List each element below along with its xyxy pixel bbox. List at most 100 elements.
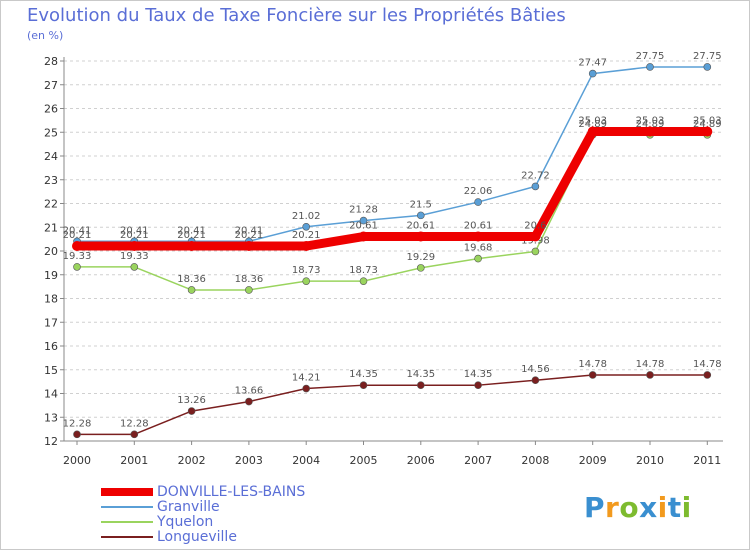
series-line-granville: [77, 66, 708, 243]
y-tick-label: 25: [44, 126, 58, 139]
point-longueville: [474, 381, 482, 389]
point-donville-les-bains: [415, 231, 426, 242]
data-label-longueville: 14.35: [349, 369, 378, 380]
data-label-granville: 27.75: [636, 51, 665, 62]
legend-label-yquelon: Yquelon: [157, 514, 214, 530]
point-longueville: [646, 371, 654, 379]
point-donville-les-bains: [645, 126, 655, 137]
y-tick-label: 23: [44, 174, 58, 187]
y-tick-label: 14: [44, 388, 58, 401]
chart-subtitle: (en %): [27, 29, 64, 42]
data-label-yquelon: 24.89: [693, 119, 722, 130]
data-label-donville-les-bains: 20.21: [177, 230, 206, 241]
data-label-donville-les-bains: 20.61: [464, 221, 493, 232]
data-label-donville-les-bains: 25.03: [636, 116, 665, 127]
data-label-yquelon: 18.36: [177, 274, 206, 285]
data-label-longueville: 14.21: [292, 373, 321, 384]
point-longueville: [187, 407, 196, 415]
data-label-donville-les-bains: 25.03: [693, 116, 722, 127]
series-line-longueville: [77, 374, 708, 436]
point-donville-les-bains: [358, 231, 369, 242]
y-tick-label: 12: [44, 435, 58, 448]
brand-logo: Proxiti: [584, 491, 692, 524]
brand-letter: P: [584, 491, 606, 524]
data-label-yquelon: 18.36: [235, 274, 264, 285]
point-yquelon: [416, 264, 425, 272]
point-longueville: [245, 397, 253, 406]
point-yquelon: [474, 254, 482, 263]
data-label-donville-les-bains: 20.6: [524, 221, 546, 232]
data-label-granville: 21.02: [292, 211, 321, 222]
data-label-granville: 22.72: [521, 170, 550, 181]
data-label-granville: 21.5: [410, 199, 432, 210]
x-tick-label: 2006: [407, 454, 435, 467]
x-tick-label: 2004: [292, 454, 320, 467]
brand-letter: r: [605, 491, 620, 524]
data-label-yquelon: 19.33: [63, 251, 92, 262]
y-tick-label: 15: [44, 364, 58, 377]
x-tick-label: 2008: [521, 454, 549, 467]
y-tick-label: 13: [44, 411, 58, 424]
y-tick-label: 19: [44, 269, 58, 282]
point-granville: [703, 63, 712, 71]
point-longueville: [302, 384, 311, 393]
data-label-granville: 22.06: [464, 186, 493, 197]
point-yquelon: [130, 263, 139, 271]
data-label-donville-les-bains: 25.03: [578, 116, 607, 127]
data-label-donville-les-bains: 20.21: [235, 230, 264, 241]
data-label-granville: 27.47: [578, 58, 607, 69]
point-longueville: [588, 371, 597, 379]
data-label-yquelon: 24.89: [578, 119, 607, 130]
y-tick-label: 28: [44, 55, 58, 68]
point-longueville: [359, 381, 368, 389]
point-granville: [474, 198, 482, 206]
point-donville-les-bains: [473, 231, 484, 242]
point-donville-les-bains: [587, 126, 598, 137]
legend-label-granville: Granville: [157, 499, 220, 515]
data-label-longueville: 12.28: [120, 418, 149, 429]
point-donville-les-bains: [301, 241, 312, 252]
x-tick-label: 2010: [636, 454, 664, 467]
point-donville-les-bains: [243, 241, 254, 252]
point-granville: [416, 211, 425, 220]
point-yquelon: [187, 286, 196, 294]
data-label-longueville: 14.78: [693, 359, 722, 370]
brand-letter: t: [667, 491, 682, 524]
point-granville: [588, 69, 597, 78]
data-label-yquelon: 19.68: [464, 243, 493, 254]
brand-letter: o: [619, 491, 640, 524]
y-tick-label: 16: [44, 340, 58, 353]
point-donville-les-bains: [702, 126, 713, 137]
point-longueville: [73, 430, 81, 439]
point-longueville: [416, 381, 425, 389]
data-label-donville-les-bains: 20.21: [63, 230, 92, 241]
point-granville: [302, 222, 311, 231]
chart-title: Evolution du Taux de Taxe Foncière sur l…: [27, 5, 566, 26]
point-longueville: [531, 376, 540, 385]
x-tick-label: 2001: [120, 454, 148, 467]
legend-label-longueville: Longueville: [157, 529, 237, 545]
point-yquelon: [245, 286, 253, 294]
y-tick-label: 26: [44, 103, 58, 116]
point-yquelon: [73, 263, 81, 271]
point-yquelon: [302, 277, 311, 285]
point-donville-les-bains: [72, 241, 82, 252]
point-yquelon: [531, 247, 540, 256]
point-donville-les-bains: [530, 231, 541, 242]
legend-swatch-longueville: [101, 536, 153, 538]
x-tick-label: 2009: [579, 454, 607, 467]
data-label-donville-les-bains: 20.21: [292, 230, 321, 241]
point-granville: [646, 63, 654, 71]
data-label-yquelon: 19.29: [406, 252, 435, 263]
x-tick-label: 2003: [235, 454, 263, 467]
y-tick-label: 24: [44, 150, 58, 163]
legend-swatch-granville: [101, 506, 153, 508]
data-label-yquelon: 19.33: [120, 251, 149, 262]
data-label-longueville: 13.26: [177, 395, 206, 406]
data-label-longueville: 14.35: [406, 369, 435, 380]
y-tick-label: 22: [44, 198, 58, 211]
data-label-longueville: 13.66: [235, 386, 264, 397]
data-label-donville-les-bains: 20.21: [120, 230, 149, 241]
